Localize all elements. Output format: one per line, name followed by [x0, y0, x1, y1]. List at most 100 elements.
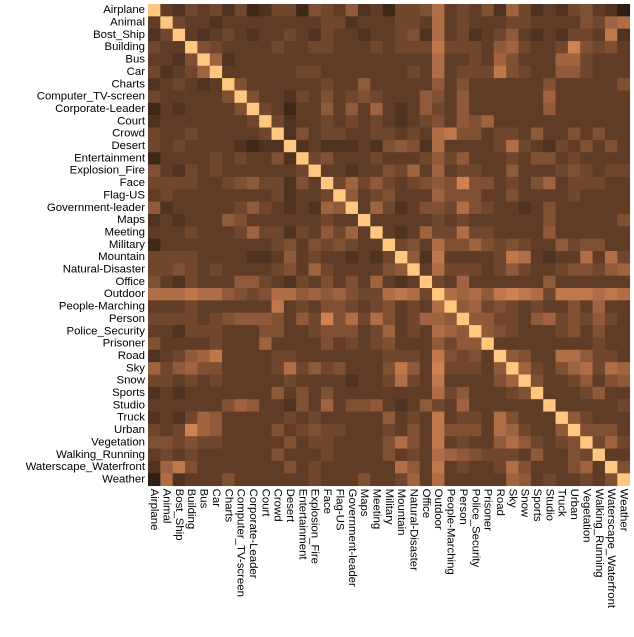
heatmap-cell — [617, 189, 631, 202]
heatmap-cell — [592, 312, 606, 326]
heatmap-cell — [543, 300, 556, 314]
heatmap-cell — [296, 28, 309, 42]
heatmap-cell — [185, 127, 198, 141]
heatmap-cell — [481, 4, 495, 17]
heatmap-cell — [271, 448, 285, 462]
heatmap-cell — [320, 213, 334, 227]
heatmap-cell — [555, 115, 569, 128]
heatmap-cell — [222, 176, 235, 190]
heatmap-cell — [617, 349, 631, 363]
heatmap-cell — [345, 337, 359, 351]
heatmap-cell — [172, 436, 186, 449]
heatmap-cell — [555, 189, 569, 202]
heatmap-cell — [382, 53, 396, 67]
y-tick-label: Bost_Ship — [93, 29, 145, 41]
heatmap-cell — [419, 288, 433, 301]
heatmap-cell — [592, 263, 606, 277]
heatmap-cell — [222, 411, 235, 425]
heatmap-cell — [308, 4, 322, 17]
heatmap-cell — [469, 16, 482, 30]
heatmap-cell — [567, 201, 581, 215]
heatmap-cell — [592, 473, 606, 487]
heatmap-cell — [197, 263, 211, 277]
heatmap-cell — [222, 251, 235, 264]
heatmap-cell — [592, 41, 606, 54]
heatmap-cell — [370, 460, 384, 474]
heatmap-cell — [604, 349, 618, 363]
heatmap-cell — [604, 127, 618, 141]
heatmap-cell — [271, 28, 285, 42]
heatmap-cell — [308, 102, 322, 116]
heatmap-cell — [246, 139, 260, 153]
heatmap-cell — [444, 127, 458, 141]
heatmap-cell — [518, 300, 532, 314]
heatmap-cell — [530, 448, 544, 462]
heatmap-cell — [209, 399, 223, 412]
heatmap-cell — [567, 448, 581, 462]
heatmap-cell — [148, 423, 161, 437]
heatmap-cell — [320, 41, 334, 54]
heatmap-cell — [604, 53, 618, 67]
heatmap-cell — [209, 201, 223, 215]
heatmap-cell — [555, 16, 569, 30]
heatmap-cell — [506, 28, 519, 42]
heatmap-cell — [333, 263, 346, 277]
heatmap-cell — [481, 374, 495, 388]
heatmap-cell — [172, 189, 186, 202]
heatmap-cell — [617, 41, 631, 54]
heatmap-cell — [222, 460, 235, 474]
heatmap-cell — [259, 238, 272, 252]
heatmap-cell — [308, 448, 322, 462]
heatmap-cell — [259, 288, 272, 301]
heatmap-cell — [580, 16, 593, 30]
heatmap-cell — [209, 139, 223, 153]
heatmap-cell — [592, 337, 606, 351]
heatmap-cell — [518, 411, 532, 425]
heatmap-cell — [481, 399, 495, 412]
heatmap-cell — [246, 263, 260, 277]
heatmap-cell — [382, 275, 396, 289]
heatmap-cell — [493, 201, 507, 215]
heatmap-cell — [617, 176, 631, 190]
heatmap-cell — [419, 28, 433, 42]
heatmap-cell — [518, 41, 532, 54]
heatmap-cell — [246, 251, 260, 264]
heatmap-cell — [209, 337, 223, 351]
heatmap-cell — [432, 4, 445, 17]
heatmap-cell — [234, 78, 248, 91]
heatmap-cell — [592, 152, 606, 165]
heatmap-cell — [518, 238, 532, 252]
heatmap-cell — [246, 152, 260, 165]
heatmap-cell — [308, 349, 322, 363]
heatmap-cell — [345, 263, 359, 277]
heatmap-cell — [308, 473, 322, 487]
heatmap-cell — [456, 176, 470, 190]
heatmap-cell — [456, 275, 470, 289]
heatmap-cell — [481, 251, 495, 264]
heatmap-cell — [493, 288, 507, 301]
heatmap-cell — [580, 127, 593, 141]
heatmap-cell — [580, 251, 593, 264]
heatmap-cell — [456, 349, 470, 363]
heatmap-cell — [222, 4, 235, 17]
heatmap-cell — [567, 102, 581, 116]
heatmap-cell — [160, 16, 174, 30]
heatmap-cell — [271, 325, 285, 338]
heatmap-cell — [543, 374, 556, 388]
heatmap-cell — [469, 337, 482, 351]
heatmap-cell — [592, 213, 606, 227]
heatmap-cell — [148, 460, 161, 474]
heatmap-cell — [444, 436, 458, 449]
heatmap-cell — [493, 448, 507, 462]
heatmap-cell — [172, 275, 186, 289]
heatmap-cell — [148, 213, 161, 227]
heatmap-cell — [604, 139, 618, 153]
heatmap-cell — [148, 65, 161, 79]
heatmap-cell — [506, 411, 519, 425]
heatmap-cell — [481, 28, 495, 42]
heatmap-cell — [543, 139, 556, 153]
heatmap-cell — [555, 460, 569, 474]
heatmap-cell — [493, 102, 507, 116]
heatmap-cell — [555, 423, 569, 437]
heatmap-cell — [357, 325, 371, 338]
